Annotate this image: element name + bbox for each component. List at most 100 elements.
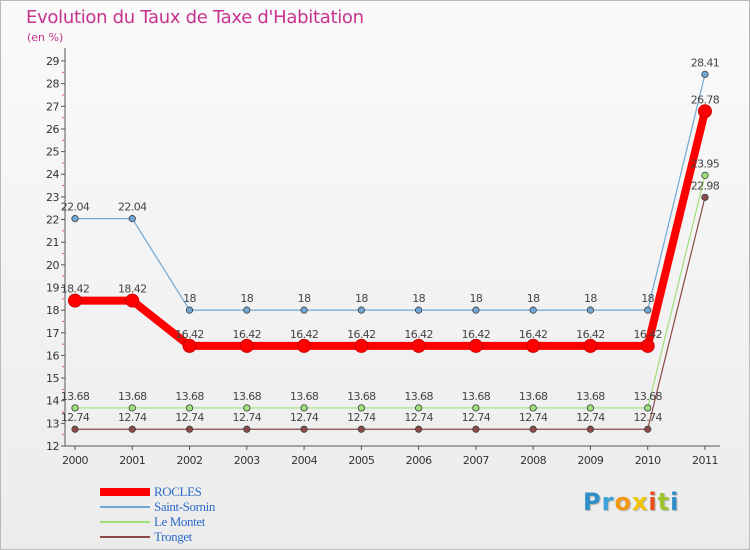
data-point [697,104,712,119]
data-label: 13.68 [233,390,262,403]
data-point [701,70,709,78]
legend-swatch [100,520,150,523]
legend-swatch [100,535,150,538]
data-label: 16.42 [404,328,433,341]
data-label: 13.68 [61,390,90,403]
unit-label: (en %) [27,31,64,44]
proxiti-logo: Proxiti [583,488,679,516]
y-tick-label: 23 [46,191,59,204]
data-label: 13.68 [519,390,548,403]
data-point [185,404,194,412]
data-label: 12.74 [404,411,433,424]
y-tick-label: 18 [46,304,59,317]
data-label: 22.98 [691,179,720,192]
legend-label: Le Montet [154,514,205,529]
data-point [185,425,194,433]
data-point [472,425,480,433]
data-point [71,404,79,412]
logo-letter: r [601,488,615,516]
x-tick-label: 2006 [406,454,432,467]
chart-title: Evolution du Taux de Taxe d'Habitation [26,7,364,28]
data-label: 13.68 [175,390,204,403]
data-label: 16.42 [175,328,204,341]
logo-letter: o [614,488,632,516]
y-tick-label: 14 [46,395,59,408]
data-label: 13.68 [118,390,147,403]
legend-item: Saint-Sornin [100,499,215,514]
series-line-rocles [71,107,709,350]
data-label: 13.68 [290,390,319,403]
data-label: 18 [240,292,253,305]
series-line-saint-sornin [74,73,706,311]
data-label: 13.68 [633,390,662,403]
data-point [472,306,480,314]
data-label: 16.42 [290,328,319,341]
data-point [586,425,595,433]
data-label: 16.42 [519,328,548,341]
data-label: 23.95 [691,157,720,170]
legend-swatch [100,487,150,496]
data-label: 18 [527,292,540,305]
data-label: 16.42 [233,328,262,341]
data-point [640,338,655,353]
data-label: 16.42 [462,328,491,341]
data-label: 12.74 [233,411,262,424]
data-point [415,306,423,314]
data-point [357,306,365,314]
data-label: 16.42 [347,328,376,341]
data-label: 12.74 [462,411,491,424]
legend-item: Le Montet [100,514,215,529]
x-tick-label: 2000 [62,454,88,467]
data-label: 12.74 [633,411,662,424]
data-point [243,306,251,314]
x-tick-label: 2001 [119,454,145,467]
data-point [586,306,595,314]
y-tick-label: 27 [46,100,59,113]
y-tick-label: 26 [46,123,59,136]
y-tick-label: 21 [46,236,59,249]
data-point [357,425,365,433]
data-point [529,306,537,314]
y-tick-label: 19 [46,281,59,294]
data-label: 12.74 [576,411,605,424]
legend-item: ROCLES [100,484,215,499]
y-tick-label: 16 [46,349,59,362]
x-tick-label: 2010 [635,454,661,467]
y-tick-label: 12 [46,440,59,453]
y-tick-label: 29 [46,55,59,68]
data-point [297,338,312,353]
data-point [526,338,541,353]
data-label: 22.04 [61,201,90,214]
legend-label: ROCLES [154,484,202,499]
x-tick-label: 2008 [520,454,546,467]
data-label: 12.74 [519,411,548,424]
data-point [644,425,652,433]
x-tick-label: 2003 [234,454,260,467]
data-point [354,338,369,353]
data-point [529,425,537,433]
data-label: 18 [298,292,311,305]
x-tick-label: 2009 [577,454,603,467]
legend-label: Saint-Sornin [154,499,215,514]
data-label: 13.68 [576,390,605,403]
y-tick-label: 15 [46,372,59,385]
data-label: 28.41 [691,56,720,69]
data-point [586,404,595,412]
y-tick-label: 24 [46,168,59,181]
data-point [182,338,197,353]
data-point [125,293,140,308]
data-point [415,425,423,433]
data-point [529,404,537,412]
data-point [128,404,136,412]
data-point [243,425,251,433]
data-label: 12.74 [290,411,319,424]
data-label: 18 [584,292,597,305]
data-label: 16.42 [633,328,662,341]
series-line-le-montet [74,174,706,409]
data-point [300,404,308,412]
data-point [415,404,423,412]
data-label: 12.74 [347,411,376,424]
data-point [71,425,79,433]
data-label: 16.42 [576,328,605,341]
